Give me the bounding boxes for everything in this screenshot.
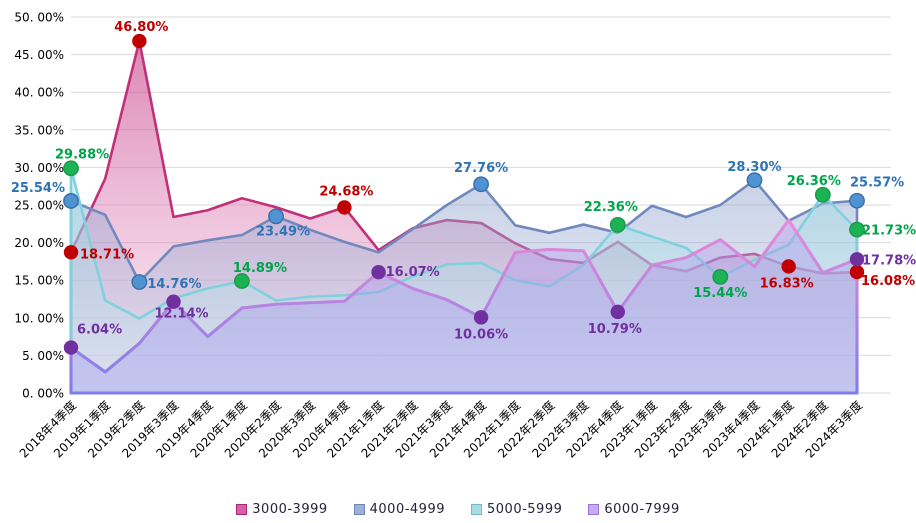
legend-swatch-icon bbox=[236, 504, 248, 515]
data-point-marker bbox=[849, 192, 865, 209]
data-point-label: 10.06% bbox=[454, 327, 508, 342]
data-point-label: 46.80% bbox=[114, 20, 168, 35]
data-point-label: 25.57% bbox=[850, 176, 904, 191]
legend-label: 4000-4999 bbox=[369, 502, 445, 517]
data-point-marker bbox=[712, 268, 729, 285]
x-axis: 2018年4季度2019年1季度2019年2季度2019年3季度2019年4季度… bbox=[16, 398, 865, 461]
data-point-marker bbox=[63, 340, 79, 355]
data-point-marker bbox=[746, 172, 763, 189]
data-point-label: 16.83% bbox=[760, 276, 814, 291]
y-axis-tick-label: 45. 00% bbox=[14, 48, 64, 62]
data-point-label: 14.76% bbox=[147, 277, 201, 292]
data-point-marker bbox=[371, 264, 386, 280]
data-point-marker bbox=[233, 273, 250, 289]
data-point-label: 28.30% bbox=[727, 160, 781, 175]
legend-label: 3000-3999 bbox=[252, 502, 328, 517]
data-point-marker bbox=[337, 200, 352, 215]
legend-swatch-icon bbox=[588, 504, 600, 515]
data-point-label: 18.71% bbox=[80, 247, 134, 262]
data-point-marker bbox=[849, 264, 865, 280]
data-point-marker bbox=[781, 259, 796, 274]
data-point-label: 26.36% bbox=[787, 174, 841, 189]
y-axis: 0. 00% 5. 00% 10. 00% 15. 00% 20. 00% 25. 00%… bbox=[14, 11, 64, 401]
legend-item-6000-7999[interactable]: 6000-7999 bbox=[588, 502, 679, 517]
chart-legend: 3000-3999 4000-4999 5000-5999 6000-7999 bbox=[0, 502, 916, 517]
data-point-marker bbox=[609, 216, 626, 233]
y-axis-tick-label: 35. 00% bbox=[14, 123, 64, 137]
data-point-marker bbox=[473, 176, 489, 193]
legend-label: 5000-5999 bbox=[487, 502, 563, 517]
y-axis-tick-label: 10. 00% bbox=[14, 311, 64, 325]
series-areas bbox=[69, 39, 859, 395]
y-axis-tick-label: 50. 00% bbox=[14, 11, 64, 25]
data-point-marker bbox=[814, 186, 831, 203]
data-point-label: 16.08% bbox=[861, 274, 915, 289]
data-point-marker bbox=[63, 193, 79, 209]
data-point-label: 12.14% bbox=[154, 307, 208, 322]
data-point-marker bbox=[473, 310, 489, 325]
y-axis-tick-label: 0. 00% bbox=[22, 387, 64, 401]
data-point-marker bbox=[131, 274, 148, 290]
data-point-marker bbox=[268, 208, 284, 225]
y-axis-tick-label: 15. 00% bbox=[14, 274, 64, 288]
y-axis-tick-label: 5. 00% bbox=[22, 349, 64, 363]
data-point-marker bbox=[849, 221, 865, 238]
data-point-markers bbox=[63, 33, 865, 355]
y-axis-tick-label: 25. 00% bbox=[14, 199, 64, 213]
data-point-label: 22.36% bbox=[584, 200, 638, 215]
data-point-label: 15.44% bbox=[693, 286, 747, 301]
data-point-label: 17.78% bbox=[862, 253, 916, 268]
data-point-label: 25.54% bbox=[11, 181, 65, 196]
data-point-label: 27.76% bbox=[454, 161, 508, 176]
data-labels: 18.71% 46.80% 24.68% 16.83% 16.08% 25.54% 14.7… bbox=[11, 20, 916, 342]
data-point-marker bbox=[166, 294, 181, 309]
y-axis-tick-label: 30. 00% bbox=[14, 161, 64, 175]
data-point-label: 21.73% bbox=[862, 224, 916, 239]
legend-item-4000-4999[interactable]: 4000-4999 bbox=[353, 502, 445, 517]
data-point-marker bbox=[849, 252, 865, 267]
data-point-marker bbox=[132, 33, 147, 49]
legend-item-5000-5999[interactable]: 5000-5999 bbox=[471, 502, 562, 517]
data-point-label: 24.68% bbox=[319, 184, 373, 199]
data-point-label: 23.49% bbox=[256, 224, 310, 239]
legend-item-3000-3999[interactable]: 3000-3999 bbox=[236, 502, 327, 517]
data-point-label: 6.04% bbox=[77, 323, 122, 338]
legend-label: 6000-7999 bbox=[604, 502, 680, 517]
legend-swatch-icon bbox=[471, 504, 482, 515]
y-axis-tick-label: 20. 00% bbox=[14, 236, 64, 250]
data-point-marker bbox=[610, 304, 625, 320]
data-point-label: 10.79% bbox=[588, 322, 642, 337]
data-point-label: 16.07% bbox=[386, 265, 440, 280]
data-point-label: 14.89% bbox=[233, 261, 287, 276]
data-point-marker bbox=[63, 245, 79, 260]
data-point-label: 29.88% bbox=[55, 147, 109, 162]
legend-swatch-icon bbox=[353, 504, 365, 515]
data-point-marker bbox=[63, 160, 79, 177]
y-axis-tick-label: 40. 00% bbox=[14, 86, 64, 100]
